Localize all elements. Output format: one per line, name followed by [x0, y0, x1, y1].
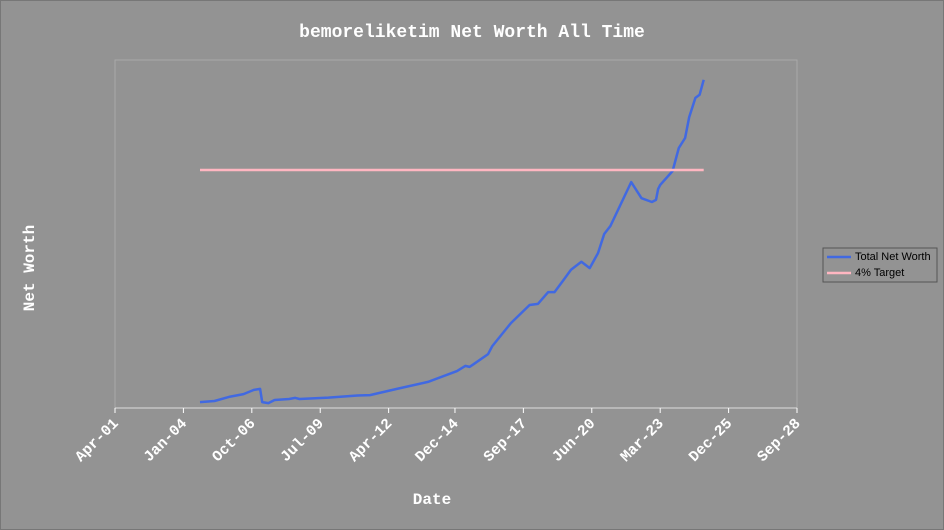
x-axis-label: Date — [413, 491, 451, 509]
legend-label: Total Net Worth — [855, 251, 931, 263]
legend-box — [822, 247, 938, 283]
series-line — [199, 79, 705, 405]
chart-title: bemoreliketim Net Worth All Time — [299, 23, 645, 43]
plot-area — [114, 59, 798, 409]
legend-label: 4% Target — [855, 267, 904, 279]
y-axis-label: Net Worth — [21, 225, 39, 311]
